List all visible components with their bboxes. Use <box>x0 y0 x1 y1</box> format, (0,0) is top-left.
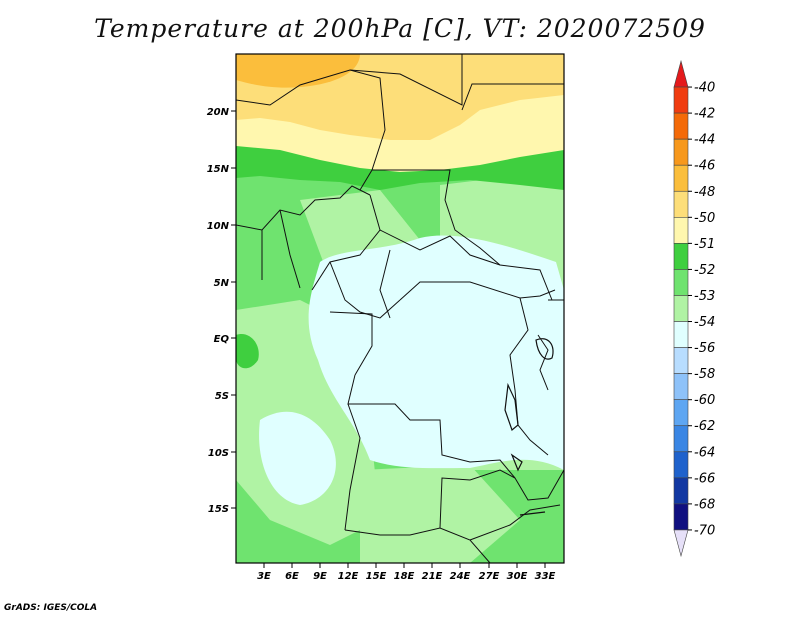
colorbar-label: -58 <box>694 367 715 382</box>
field-band-minus54-south <box>360 465 520 563</box>
lon-axis: 3E 6E 9E 12E 15E 18E 21E 24E 27E 30E 33E <box>257 563 556 582</box>
lat-axis: 20N 15N 10N 5N EQ 5S 10S 15S <box>207 107 236 515</box>
lon-label-21e: 21E <box>422 571 443 582</box>
colorbar-segment <box>673 217 689 244</box>
colorbar-label: -53 <box>694 289 715 304</box>
colorbar-segment <box>673 529 689 558</box>
colorbar-label: -51 <box>694 237 715 252</box>
colorbar-segment <box>673 190 689 218</box>
grads-credit: GrADS: IGES/COLA <box>4 603 98 613</box>
colorbar-label: -66 <box>694 471 715 486</box>
lon-label-3e: 3E <box>257 571 271 582</box>
colorbar-segment <box>673 373 689 400</box>
lon-label-18e: 18E <box>394 571 415 582</box>
temperature-field <box>236 54 564 563</box>
field-band-minus56-west <box>259 411 336 505</box>
lat-label-eq: EQ <box>214 334 230 345</box>
colorbar-label: -48 <box>694 185 715 200</box>
lakes <box>504 338 554 516</box>
colorbar-label: -42 <box>694 107 715 122</box>
colorbar-label: -70 <box>694 523 715 538</box>
lon-label-9e: 9E <box>313 571 327 582</box>
colorbar-segment <box>673 138 689 166</box>
colorbar-label: -50 <box>694 211 715 226</box>
colorbar-label: -64 <box>694 445 715 460</box>
lat-label-15s: 15S <box>208 504 229 515</box>
lon-label-6e: 6E <box>285 571 299 582</box>
colorbar-segment <box>673 321 689 348</box>
colorbar-segment <box>673 269 689 296</box>
colorbar-segment <box>673 295 689 322</box>
lat-label-10s: 10S <box>208 448 229 459</box>
colorbar-label: -62 <box>694 419 715 434</box>
lon-label-27e: 27E <box>479 571 500 582</box>
lat-label-5s: 5S <box>215 391 229 402</box>
colorbar: -40 -42 -44 -46 -48 -50 -51 -52 -53 -54 -56 -58 -60 -… <box>673 59 715 558</box>
lon-label-15e: 15E <box>366 571 387 582</box>
colorbar-label: -52 <box>694 263 715 278</box>
colorbar-label: -46 <box>694 159 715 174</box>
colorbar-label: -68 <box>694 497 715 512</box>
field-band-minus48 <box>236 54 360 88</box>
lat-label-20n: 20N <box>207 107 230 118</box>
colorbar-segment <box>673 59 689 88</box>
colorbar-segment <box>673 347 689 374</box>
colorbar-label: -60 <box>694 393 715 408</box>
country-borders <box>236 54 564 563</box>
map-title: Temperature at 200hPa [C], VT: 202007250… <box>94 14 706 43</box>
lat-label-5n: 5N <box>214 278 230 289</box>
colorbar-label: -56 <box>694 341 715 356</box>
colorbar-segment <box>673 503 689 531</box>
colorbar-label: -40 <box>694 81 715 96</box>
colorbar-segment <box>673 399 689 427</box>
colorbar-segment <box>673 477 689 505</box>
colorbar-segment <box>673 86 689 114</box>
lon-label-12e: 12E <box>338 571 359 582</box>
colorbar-segment <box>673 112 689 140</box>
map-frame <box>235 53 565 564</box>
colorbar-label: -54 <box>694 315 715 330</box>
field-band-minus56-center <box>308 235 564 470</box>
lat-label-15n: 15N <box>207 164 230 175</box>
colorbar-segment <box>673 164 689 192</box>
lon-label-30e: 30E <box>507 571 528 582</box>
colorbar-segment <box>673 451 689 479</box>
lat-label-10n: 10N <box>207 221 230 232</box>
field-band-minus52-spot <box>236 334 259 369</box>
colorbar-segment <box>673 425 689 453</box>
colorbar-segment <box>673 243 689 270</box>
lon-label-24e: 24E <box>450 571 471 582</box>
lon-label-33e: 33E <box>535 571 556 582</box>
colorbar-label: -44 <box>694 133 715 148</box>
